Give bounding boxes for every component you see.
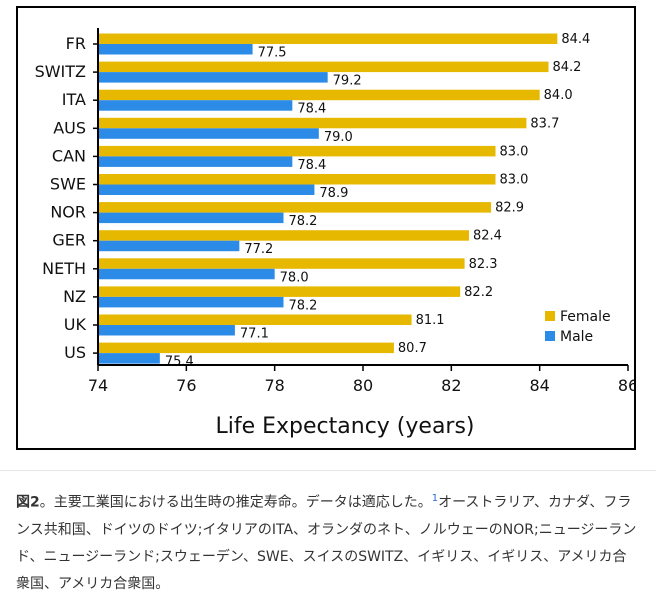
male-bar — [98, 44, 253, 55]
female-value-label: 82.3 — [469, 257, 498, 272]
male-bar — [98, 72, 328, 83]
x-tick-label: 78 — [264, 376, 284, 395]
reference-superscript: 1 — [432, 490, 438, 504]
male-bar — [98, 325, 235, 336]
x-tick-label: 80 — [353, 376, 373, 395]
male-bar — [98, 212, 284, 224]
male-bar — [98, 240, 240, 252]
category-label: UK — [64, 315, 87, 334]
category-label: AUS — [53, 118, 86, 137]
male-value-label: 78.0 — [280, 270, 309, 285]
male-value-label: 78.9 — [319, 186, 348, 201]
male-bar — [98, 296, 284, 308]
female-bar — [98, 230, 469, 241]
female-bar — [98, 89, 540, 101]
female-bar — [98, 258, 465, 269]
category-label: NOR — [50, 203, 86, 222]
x-tick-label: 84 — [529, 376, 549, 395]
male-value-label: 79.0 — [324, 130, 353, 145]
female-value-label: 84.4 — [561, 32, 590, 47]
female-bar — [98, 286, 461, 297]
x-axis-title: Life Expectancy (years) — [215, 414, 474, 439]
female-bar — [98, 117, 527, 129]
male-bar — [98, 268, 275, 280]
male-value-label: 78.2 — [289, 298, 318, 313]
female-value-label: 82.2 — [464, 285, 493, 300]
legend-label-female: Female — [560, 309, 611, 325]
caption-text-after-ref: オーストラリア、カナダ、フランス共和国、ドイツのドイツ;イタリアのITA、オラン… — [16, 494, 637, 592]
female-bar — [98, 174, 496, 185]
female-value-label: 84.2 — [553, 60, 582, 75]
x-tick-label: 86 — [618, 376, 634, 395]
male-bar — [98, 100, 293, 111]
female-value-label: 81.1 — [416, 313, 445, 328]
male-bar — [98, 353, 160, 364]
female-value-label: 82.9 — [495, 201, 524, 216]
male-value-label: 75.4 — [165, 355, 194, 370]
male-value-label: 79.2 — [333, 74, 362, 89]
category-label: US — [64, 343, 86, 362]
female-value-label: 83.7 — [530, 116, 559, 131]
female-bar — [98, 342, 394, 354]
x-tick-label: 74 — [88, 376, 108, 395]
male-bar — [98, 128, 319, 139]
life-expectancy-bar-chart: FR 84.4 77.5 SWITZ 84.2 79.2 ITA 84.0 78.4 AUS 83.… — [35, 28, 634, 439]
x-tick-label: 76 — [176, 376, 196, 395]
male-bar — [98, 156, 293, 167]
x-tick-label: 82 — [441, 376, 461, 395]
female-value-label: 80.7 — [398, 341, 427, 356]
chart-frame: FR 84.4 77.5 SWITZ 84.2 79.2 ITA 84.0 78.4 AUS 83.… — [16, 6, 636, 450]
female-value-label: 83.0 — [500, 144, 529, 159]
category-label: NETH — [42, 259, 86, 278]
female-value-label: 82.4 — [473, 229, 502, 244]
figure-caption: 図2。主要工業国における出生時の推定寿命。データは適応した。1オーストラリア、カ… — [16, 484, 640, 598]
legend-label-male: Male — [560, 329, 593, 345]
figure-label: 図2 — [16, 494, 40, 511]
category-label: FR — [66, 34, 86, 53]
legend-swatch-male — [545, 331, 555, 341]
female-bar — [98, 33, 558, 44]
female-bar — [98, 61, 549, 73]
caption-text-before-ref: 。主要工業国における出生時の推定寿命。データは適応した。 — [39, 494, 432, 511]
female-value-label: 84.0 — [544, 88, 573, 103]
male-value-label: 78.4 — [297, 102, 326, 117]
category-label: NZ — [63, 287, 86, 306]
female-bar — [98, 314, 412, 325]
male-value-label: 77.5 — [258, 46, 287, 61]
legend-swatch-female — [545, 311, 555, 321]
male-value-label: 78.4 — [297, 158, 326, 173]
category-label: CAN — [52, 146, 86, 165]
divider — [0, 470, 656, 471]
category-label: SWITZ — [35, 62, 86, 81]
male-bar — [98, 184, 315, 195]
category-label: GER — [52, 231, 86, 250]
male-value-label: 77.1 — [240, 327, 269, 342]
female-value-label: 83.0 — [500, 173, 529, 188]
male-value-label: 77.2 — [244, 242, 273, 257]
female-bar — [98, 202, 492, 213]
male-value-label: 78.2 — [289, 214, 318, 229]
category-label: ITA — [62, 90, 86, 109]
reference-link[interactable]: 1 — [431, 493, 439, 504]
category-label: SWE — [50, 175, 86, 194]
female-bar — [98, 145, 496, 157]
